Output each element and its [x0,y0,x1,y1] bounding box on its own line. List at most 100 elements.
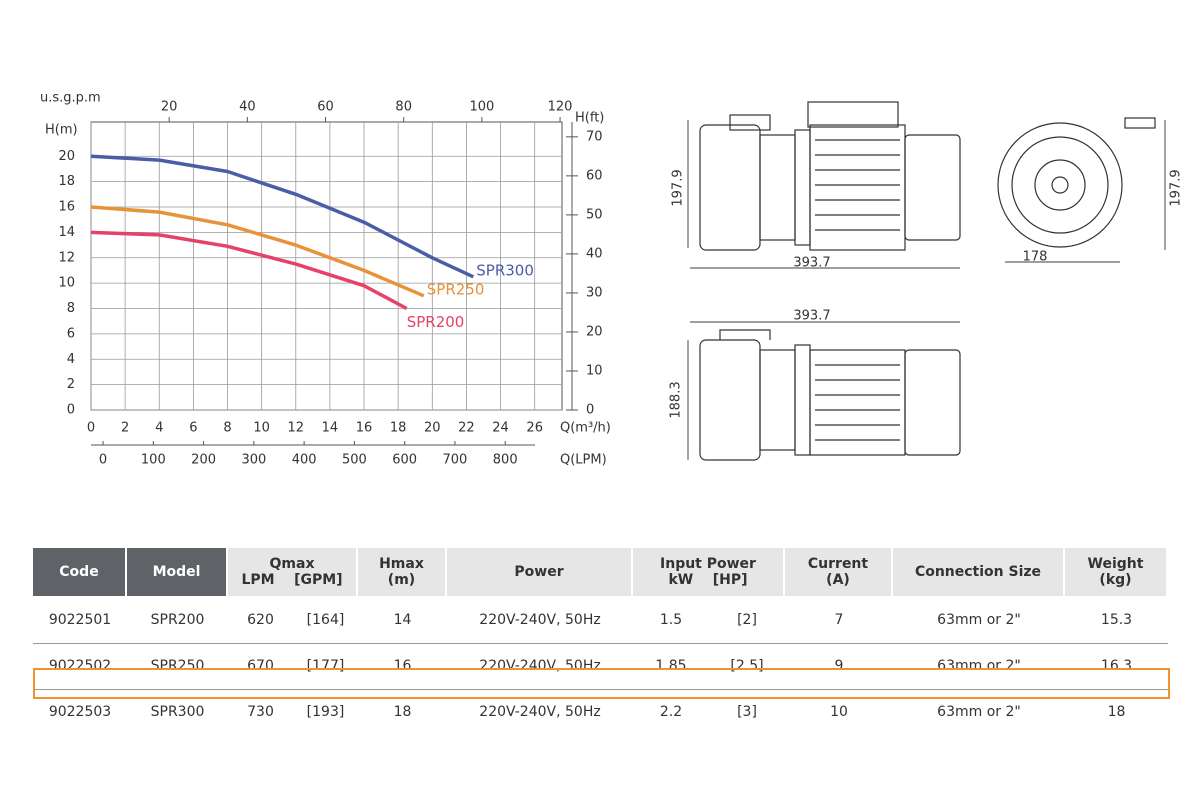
x-tick-label: 16 [356,421,373,436]
x-tick-label: 0 [87,421,95,436]
x-tick-label: 18 [390,421,407,436]
x3-tick-label: 500 [342,453,367,468]
table-cell: [177] [306,658,345,674]
header-text: (A) [826,572,850,588]
y-tick-label: 20 [58,149,75,164]
table-cell: [2] [737,612,757,628]
x3-tick-label: 700 [443,453,468,468]
front-view [997,117,1166,263]
x3-tick-label: 100 [141,453,166,468]
x-tick-label: 12 [288,421,305,436]
header-text: Current [807,556,869,572]
x3-tick-label: 200 [191,453,216,468]
table-cell: [193] [306,704,345,720]
header-text: Connection Size [914,564,1042,580]
y-tick-label: 12 [58,250,75,265]
header-text: Hmax [379,556,424,572]
table-cell: 730 [247,704,274,720]
header-text: Weight [1087,556,1144,572]
x-tick-label: 8 [223,421,231,436]
x-tick-label: 14 [322,421,339,436]
header-cell: Connection Size [893,548,1063,596]
y-tick-label: 18 [58,174,75,189]
table-cell: 16 [393,658,412,674]
table-cell: 9022503 [48,704,112,720]
dimension: 197.9 [671,169,686,206]
table-cell: 18 [393,704,412,720]
header-cell: Code [33,548,125,596]
table-cell: SPR200 [150,612,205,628]
dimension: 188.3 [669,381,684,418]
series-label: SPR200 [407,313,465,331]
highlight-box [33,668,1170,699]
series-line [90,230,408,311]
table-cell: 63mm or 2" [937,658,1021,674]
header-cell: Power [447,548,631,596]
x3-label: Q(LPM) [560,453,607,468]
row-divider [33,689,1168,690]
x3-tick-label: 0 [99,453,107,468]
x3-tick-label: 600 [392,453,417,468]
x-tick-label: 20 [424,421,441,436]
y2-tick-label: 10 [586,363,603,378]
x2-label: u.s.g.p.m [40,91,101,106]
table-cell: 1.5 [659,612,683,628]
header-cell: Qmax LPM [GPM] [228,548,356,596]
y-label: H(m) [45,123,78,138]
series-label: SPR250 [427,280,485,298]
table-cell: 16.3 [1100,658,1133,674]
y-tick-label: 8 [67,301,75,316]
side-view [687,101,961,269]
x2-tick-label: 20 [161,100,178,115]
x-tick-label: 2 [121,421,129,436]
y2-tick-label: 50 [586,207,603,222]
table-cell: 9 [834,658,844,674]
header-cell: Input Power kW [HP] [633,548,783,596]
table-cell: 18 [1107,704,1126,720]
y-tick-label: 2 [67,377,75,392]
y2-tick-label: 20 [586,324,603,339]
table-cell: 15.3 [1100,612,1133,628]
x2-tick-label: 120 [548,100,573,115]
table-cell: SPR250 [150,658,205,674]
y-tick-label: 16 [58,200,75,215]
table-cell: [3] [737,704,757,720]
x2-tick-label: 100 [469,100,494,115]
header-cell: Hmax (m) [358,548,445,596]
table-cell: 220V-240V, 50Hz [479,704,601,720]
header-text: Qmax [269,556,315,572]
y-tick-label: 14 [58,225,75,240]
table-cell: [2.5] [730,658,764,674]
table-cell: 7 [834,612,844,628]
header-text: kW [HP] [668,572,748,588]
y2-tick-label: 60 [586,168,603,183]
table-cell: 10 [830,704,848,720]
table-cell: 14 [393,612,412,628]
y-tick-label: 0 [67,403,75,418]
table-cell: 63mm or 2" [937,704,1021,720]
top-view [687,321,961,461]
dimension: 393.7 [793,309,830,324]
x-tick-label: 24 [492,421,509,436]
table-cell: 9022501 [48,612,112,628]
x3-tick-label: 400 [292,453,317,468]
x-tick-label: 6 [189,421,197,436]
x2-tick-label: 60 [317,100,334,115]
table-cell: 63mm or 2" [937,612,1021,628]
dimension: 197.9 [1169,169,1184,206]
row-divider [33,643,1168,644]
table-cell: 220V-240V, 50Hz [479,612,601,628]
table-cell: SPR300 [150,704,205,720]
header-cell: Weight (kg) [1065,548,1166,596]
x-label: Q(m³/h) [560,421,611,436]
dimension: 393.7 [793,256,830,271]
header-text: Power [514,564,564,580]
header-cell: Current (A) [785,548,891,596]
header-text: LPM [GPM] [241,572,343,588]
y-tick-label: 4 [67,352,75,367]
header-text: Input Power [660,556,756,572]
series-line [90,154,475,279]
table-cell: 670 [247,658,274,674]
